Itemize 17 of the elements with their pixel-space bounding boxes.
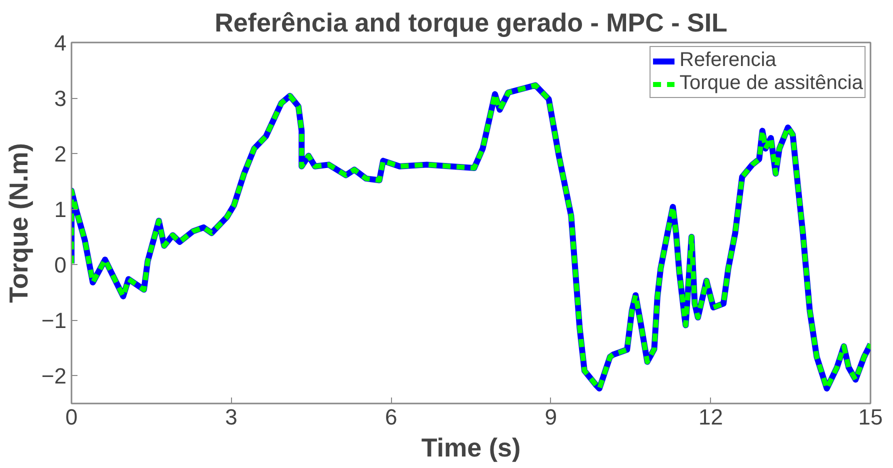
y-tick-label: 1 [54, 197, 67, 222]
chart-title: Referência and torque gerado - MPC - SIL [214, 8, 728, 38]
y-tick-label: 0 [54, 252, 67, 278]
x-tick-label: 12 [698, 404, 723, 430]
x-tick-label: 9 [544, 404, 558, 430]
x-tick-label: 3 [225, 404, 238, 430]
y-tick-label: −2 [41, 364, 67, 389]
x-axis-title: Time (s) [421, 432, 521, 462]
legend-label: Referencia [680, 49, 776, 72]
y-tick-label: 4 [54, 30, 67, 56]
y-tick-label: 2 [54, 142, 67, 167]
x-tick-label: 6 [384, 404, 398, 430]
legend-label: Torque de assitência [680, 72, 863, 95]
y-axis-title: Torque (N.m) [3, 143, 34, 303]
x-tick-label: 15 [858, 404, 883, 430]
y-tick-label: 3 [54, 86, 67, 112]
y-tick-label: −1 [41, 308, 67, 334]
